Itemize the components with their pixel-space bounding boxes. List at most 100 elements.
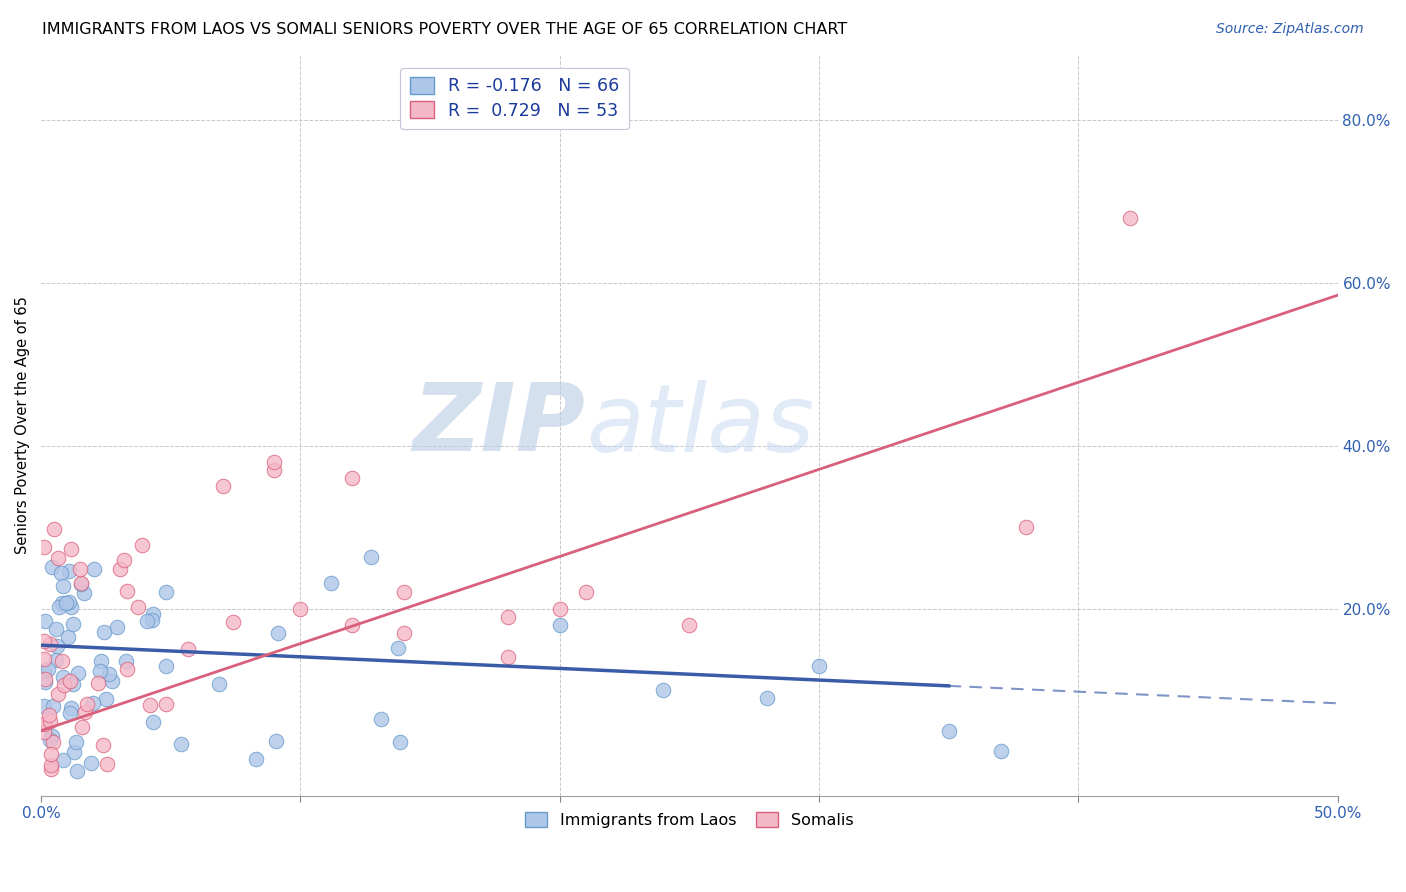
- Point: [62, 676, 84, 690]
- Point: [32, 725, 55, 739]
- Point: [142, 607, 165, 622]
- Point: [34, 614, 56, 628]
- Point: [44, 522, 66, 536]
- Point: [108, 561, 131, 575]
- Point: [62, 617, 84, 632]
- Point: [32, 717, 55, 731]
- Point: [136, 614, 159, 628]
- Point: [263, 463, 285, 477]
- Point: [58, 595, 80, 609]
- Point: [60, 600, 83, 615]
- Point: [1119, 211, 1142, 225]
- Point: [59, 706, 82, 720]
- Point: [39, 733, 62, 747]
- Point: [51, 596, 73, 610]
- Point: [127, 600, 149, 615]
- Point: [142, 714, 165, 729]
- Point: [82, 696, 104, 710]
- Point: [55, 596, 77, 610]
- Point: [138, 698, 160, 712]
- Point: [387, 640, 409, 655]
- Point: [39, 637, 62, 651]
- Point: [83, 562, 105, 576]
- Point: [548, 617, 571, 632]
- Point: [90, 654, 112, 668]
- Point: [98, 666, 121, 681]
- Point: [56, 630, 79, 644]
- Text: ZIP: ZIP: [413, 379, 586, 472]
- Point: [105, 620, 128, 634]
- Point: [66, 764, 89, 778]
- Y-axis label: Seniors Poverty Over the Age of 65: Seniors Poverty Over the Age of 65: [15, 296, 30, 555]
- Point: [155, 697, 177, 711]
- Point: [38, 707, 60, 722]
- Point: [34, 672, 56, 686]
- Legend: Immigrants from Laos, Somalis: Immigrants from Laos, Somalis: [517, 804, 862, 836]
- Point: [69, 576, 91, 591]
- Point: [91, 738, 114, 752]
- Point: [59, 674, 82, 689]
- Point: [69, 576, 91, 591]
- Point: [756, 691, 779, 706]
- Point: [52, 669, 75, 683]
- Point: [62, 745, 84, 759]
- Point: [51, 654, 73, 668]
- Point: [34, 675, 56, 690]
- Point: [652, 682, 675, 697]
- Point: [38, 714, 60, 728]
- Point: [46, 551, 69, 566]
- Point: [48, 599, 70, 614]
- Point: [59, 700, 82, 714]
- Point: [100, 674, 122, 689]
- Point: [89, 664, 111, 678]
- Point: [342, 471, 364, 485]
- Point: [52, 579, 75, 593]
- Point: [264, 734, 287, 748]
- Point: [141, 613, 163, 627]
- Point: [990, 744, 1012, 758]
- Point: [392, 585, 415, 599]
- Point: [342, 617, 364, 632]
- Point: [290, 601, 312, 615]
- Point: [37, 661, 59, 675]
- Point: [938, 723, 960, 738]
- Point: [370, 712, 392, 726]
- Point: [46, 639, 69, 653]
- Point: [41, 735, 63, 749]
- Point: [170, 737, 193, 751]
- Point: [87, 676, 110, 690]
- Point: [115, 662, 138, 676]
- Point: [245, 752, 267, 766]
- Point: [42, 698, 65, 713]
- Point: [67, 666, 90, 681]
- Point: [46, 687, 69, 701]
- Point: [32, 540, 55, 554]
- Point: [360, 549, 382, 564]
- Point: [263, 455, 285, 469]
- Point: [211, 479, 233, 493]
- Point: [575, 585, 598, 599]
- Point: [131, 538, 153, 552]
- Point: [80, 756, 103, 770]
- Text: atlas: atlas: [586, 380, 814, 471]
- Point: [34, 698, 56, 713]
- Point: [39, 758, 62, 772]
- Point: [389, 735, 412, 749]
- Point: [39, 747, 62, 761]
- Point: [32, 665, 55, 679]
- Point: [69, 562, 91, 576]
- Point: [176, 641, 198, 656]
- Point: [808, 658, 831, 673]
- Point: [267, 625, 290, 640]
- Point: [41, 560, 63, 574]
- Point: [60, 541, 83, 556]
- Point: [496, 609, 519, 624]
- Point: [1015, 520, 1038, 534]
- Point: [208, 676, 231, 690]
- Point: [496, 650, 519, 665]
- Point: [115, 654, 138, 668]
- Text: IMMIGRANTS FROM LAOS VS SOMALI SENIORS POVERTY OVER THE AGE OF 65 CORRELATION CH: IMMIGRANTS FROM LAOS VS SOMALI SENIORS P…: [42, 22, 848, 37]
- Point: [115, 584, 138, 599]
- Point: [45, 653, 67, 667]
- Point: [155, 658, 177, 673]
